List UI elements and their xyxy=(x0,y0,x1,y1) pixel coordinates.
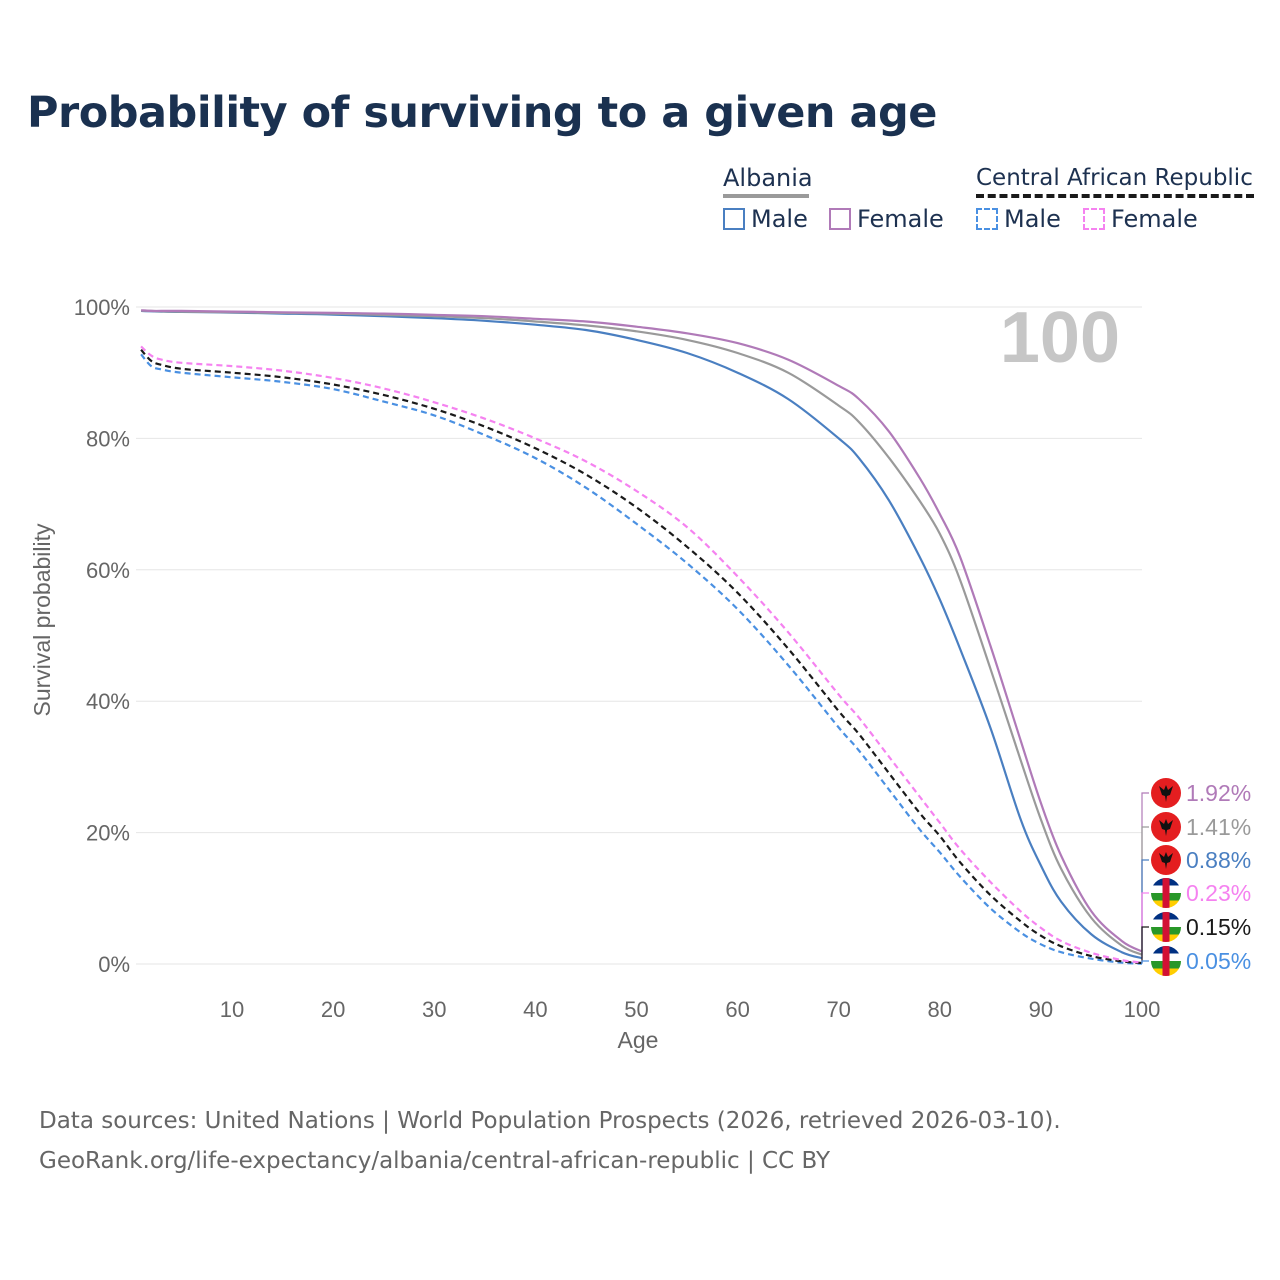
x-axis-title: Age xyxy=(618,1027,659,1053)
end-labels: 1.92% 1.41% 0.88% 0.23% 0.15% 0.05% xyxy=(1141,778,1251,976)
eagle-shape xyxy=(1159,785,1173,802)
legend-item-albania-male[interactable]: Male xyxy=(723,205,808,233)
leader-line xyxy=(1141,892,1149,963)
x-tick-label: 30 xyxy=(422,997,446,1022)
legend-label: Female xyxy=(857,205,944,233)
x-tick-label: 70 xyxy=(826,997,850,1022)
legend-group-line xyxy=(723,194,809,198)
y-tick-label: 0% xyxy=(98,952,130,977)
legend-swatch xyxy=(723,208,745,230)
legend-item-car-female[interactable]: Female xyxy=(1083,205,1198,233)
x-tick-label: 20 xyxy=(321,997,345,1022)
leader-line xyxy=(1141,792,1149,952)
x-tick-label: 50 xyxy=(624,997,648,1022)
highlight-age-label: 100 xyxy=(1000,298,1120,378)
flag-car-icon xyxy=(1151,878,1181,908)
eagle-shape xyxy=(1159,819,1173,836)
legend-swatch xyxy=(1083,208,1105,230)
legend-swatch xyxy=(829,208,851,230)
legend-item-car-male[interactable]: Male xyxy=(976,205,1061,233)
flag-albania-icon xyxy=(1151,845,1181,875)
x-tick-label: 60 xyxy=(725,997,749,1022)
end-value-label: 0.88% xyxy=(1186,847,1251,873)
flag-car-icon xyxy=(1151,946,1181,976)
end-value-label: 1.92% xyxy=(1186,780,1251,806)
series-line-central-african-republic-male xyxy=(140,353,1143,965)
series-line-albania-female xyxy=(141,309,1143,953)
legend-group-central-african-republic[interactable]: Central African Republic xyxy=(976,163,1254,198)
flag-band xyxy=(1162,878,1170,908)
series-line-albania-male xyxy=(141,309,1143,960)
series-line-central-african-republic xyxy=(140,348,1143,965)
leader-line xyxy=(1141,960,1149,964)
legend-label: Female xyxy=(1111,205,1198,233)
flag-band xyxy=(1162,912,1170,942)
end-value-label: 0.23% xyxy=(1186,880,1251,906)
y-tick-label: 60% xyxy=(86,558,130,583)
legend-group-line xyxy=(976,194,1254,198)
end-value-label: 1.41% xyxy=(1186,814,1251,840)
flag-car-icon xyxy=(1151,912,1181,942)
flag-albania-icon xyxy=(1151,812,1181,842)
legend-group-albania[interactable]: Albania xyxy=(723,163,813,198)
leader-line xyxy=(1141,826,1149,955)
x-tick-label: 100 xyxy=(1124,997,1161,1022)
footer-source: Data sources: United Nations | World Pop… xyxy=(39,1108,1061,1134)
x-axis-ticks: 10 20 30 40 50 60 70 80 90 100 xyxy=(220,997,1161,1022)
leader-line xyxy=(1141,859,1149,959)
end-value-label: 0.05% xyxy=(1186,948,1251,974)
y-tick-label: 100% xyxy=(74,295,130,320)
legend-item-albania-female[interactable]: Female xyxy=(829,205,944,233)
legend-group-name: Central African Republic xyxy=(976,165,1253,191)
flag-stripes xyxy=(1151,912,1181,942)
x-tick-label: 90 xyxy=(1029,997,1053,1022)
flag-band xyxy=(1162,946,1170,976)
y-axis-ticks: 0% 20% 40% 60% 80% 100% xyxy=(74,295,130,977)
chart-title: Probability of surviving to a given age xyxy=(27,88,937,138)
legend-group-name: Albania xyxy=(723,164,813,192)
legend-label: Male xyxy=(751,205,808,233)
series-line-central-african-republic-female xyxy=(140,345,1143,964)
legend-label: Male xyxy=(1004,205,1061,233)
footer-url[interactable]: GeoRank.org/life-expectancy/albania/cent… xyxy=(39,1148,831,1174)
series-line-albania xyxy=(141,309,1143,956)
x-tick-label: 80 xyxy=(928,997,952,1022)
y-tick-label: 40% xyxy=(86,689,130,714)
flag-stripes xyxy=(1151,946,1181,976)
end-value-label: 0.15% xyxy=(1186,914,1251,940)
series-lines xyxy=(140,309,1143,965)
x-tick-label: 10 xyxy=(220,997,244,1022)
grid-lines xyxy=(136,306,1142,965)
flag-stripes xyxy=(1151,878,1181,908)
y-tick-label: 80% xyxy=(86,426,130,451)
flag-albania-icon xyxy=(1151,778,1181,808)
y-axis-title: Survival probability xyxy=(29,523,55,717)
y-tick-label: 20% xyxy=(86,821,130,846)
eagle-shape xyxy=(1159,852,1173,869)
leader-line xyxy=(1141,926,1149,963)
legend-swatch xyxy=(976,208,998,230)
x-tick-label: 40 xyxy=(523,997,547,1022)
